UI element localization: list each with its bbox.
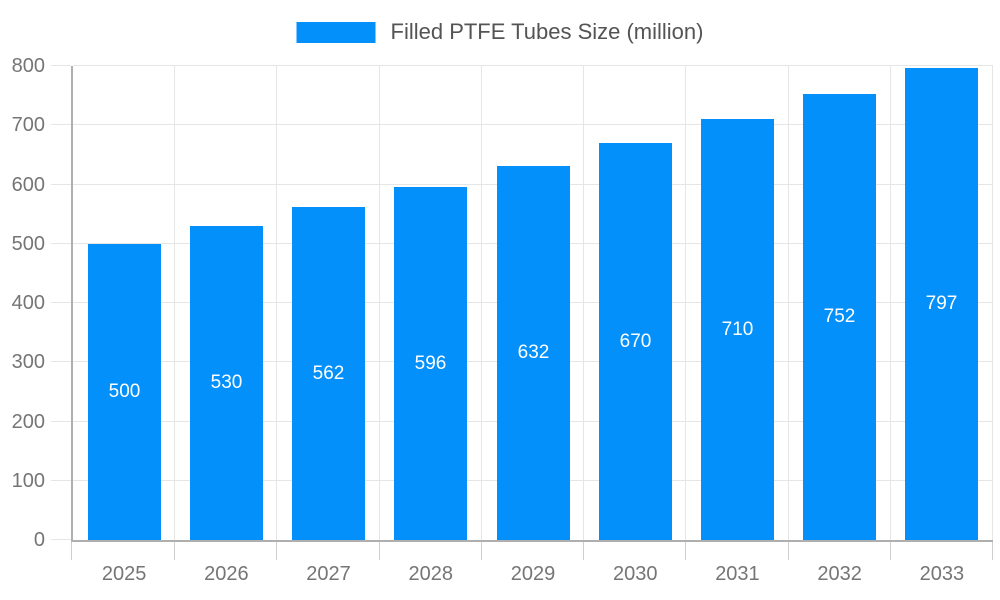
y-axis-label: 700 [11,114,45,137]
plot-area: 0 100 200 300 400 500 600 700 800 2025 2026 2027 202… [12,55,993,585]
gridline-vertical [685,66,686,540]
bar-value-label: 596 [414,353,447,374]
legend-label: Filled PTFE Tubes Size (million) [390,19,704,44]
x-axis-label: 2027 [306,563,351,585]
gridline-vertical [174,66,175,540]
y-axis-label: 300 [11,351,45,374]
gridline-vertical [992,66,993,540]
y-axis-tick [51,539,71,540]
x-axis-tick [890,542,891,560]
gridline-horizontal [73,124,993,126]
y-axis-label: 500 [11,232,45,255]
gridline-vertical [788,66,789,540]
bar[interactable]: 530 [190,226,263,540]
y-axis-label: 600 [11,173,45,196]
y-axis-tick [51,242,71,244]
bar[interactable]: 632 [497,166,570,540]
x-axis-tick [71,542,72,560]
y-axis-tick [51,302,71,303]
bar-value-label: 752 [823,306,856,327]
gridline-vertical [890,66,891,540]
x-axis-label: 2033 [919,563,965,585]
bar-value-label: 500 [108,381,141,402]
x-axis-label: 2029 [510,563,556,585]
y-axis-label: 100 [11,469,45,492]
gridline-vertical [276,66,277,540]
x-axis-label: 2030 [612,563,658,585]
gridline-vertical [379,66,380,540]
legend-swatch [296,21,376,43]
x-axis-tick [481,542,482,560]
x-axis-tick [174,542,175,560]
bar-value-label: 710 [721,319,754,340]
bar[interactable]: 752 [803,94,876,540]
x-axis-label: 2028 [408,563,454,585]
bar-value-label: 562 [312,363,345,384]
bar[interactable]: 710 [701,119,774,540]
bar[interactable]: 797 [905,68,978,540]
y-axis-label: 400 [11,292,45,314]
y-axis-tick [51,479,71,481]
legend-item[interactable]: Filled PTFE Tubes Size (million) [296,19,704,45]
y-axis-tick [51,124,71,126]
bar[interactable]: 500 [88,244,161,540]
x-axis-tick [583,542,584,560]
x-axis-label: 2026 [204,563,249,585]
bar[interactable]: 670 [599,143,672,540]
x-axis-label: 2025 [101,563,147,585]
y-axis-tick [51,65,71,66]
x-axis-tick [788,542,789,560]
y-axis-tick [51,361,71,363]
x-axis-tick [685,542,686,560]
gridline-horizontal [73,65,993,66]
bar-value-label: 530 [210,372,243,393]
x-axis-tick [276,542,277,560]
bar-value-label: 797 [925,293,958,314]
y-axis-label: 0 [33,529,45,551]
y-axis-tick [51,183,71,185]
bar[interactable]: 562 [292,207,365,540]
y-axis-label: 200 [11,410,45,433]
y-axis-label: 800 [11,55,45,77]
gridline-vertical [481,66,482,540]
bar-value-label: 670 [619,331,652,352]
gridline-vertical [583,66,584,540]
bar[interactable]: 596 [394,187,467,540]
x-axis-label: 2031 [715,563,760,585]
x-axis-tick [992,542,993,560]
x-axis-tick [379,542,380,560]
y-axis-tick [51,420,71,422]
x-axis-label: 2032 [817,563,862,585]
bar-value-label: 632 [517,342,550,363]
